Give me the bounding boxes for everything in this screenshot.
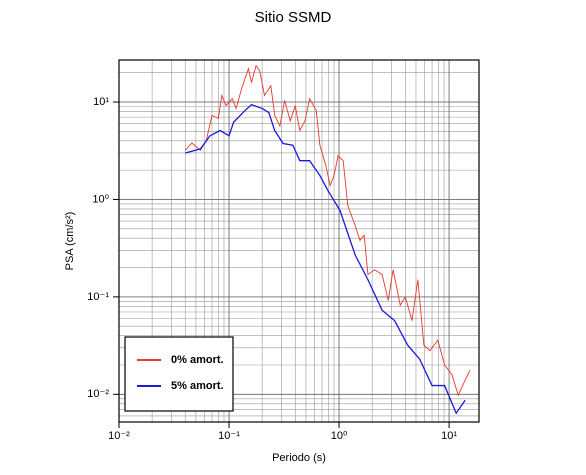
series-line	[185, 103, 466, 415]
x-tick-label: 10⁰	[331, 430, 348, 442]
x-tick-label: 10¹	[441, 430, 457, 442]
legend-label: 0% amort.	[171, 354, 224, 366]
chart-title: Sitio SSMD	[255, 9, 332, 26]
legend-label: 5% amort.	[171, 380, 224, 392]
y-axis-label: PSA (cm/s²)	[64, 212, 76, 271]
series-line	[184, 64, 471, 397]
plot-frame	[118, 59, 480, 423]
x-tick-label: 10⁻¹	[218, 430, 240, 442]
x-tick-label: 10⁻²	[108, 430, 130, 442]
x-axis-label: Periodo (s)	[272, 452, 326, 464]
y-tick-label: 10⁻²	[87, 388, 109, 400]
y-tick-label: 10¹	[93, 96, 109, 108]
y-tick-label: 10⁰	[92, 193, 109, 205]
legend-box	[124, 336, 234, 412]
y-tick-label: 10⁻¹	[87, 291, 109, 303]
